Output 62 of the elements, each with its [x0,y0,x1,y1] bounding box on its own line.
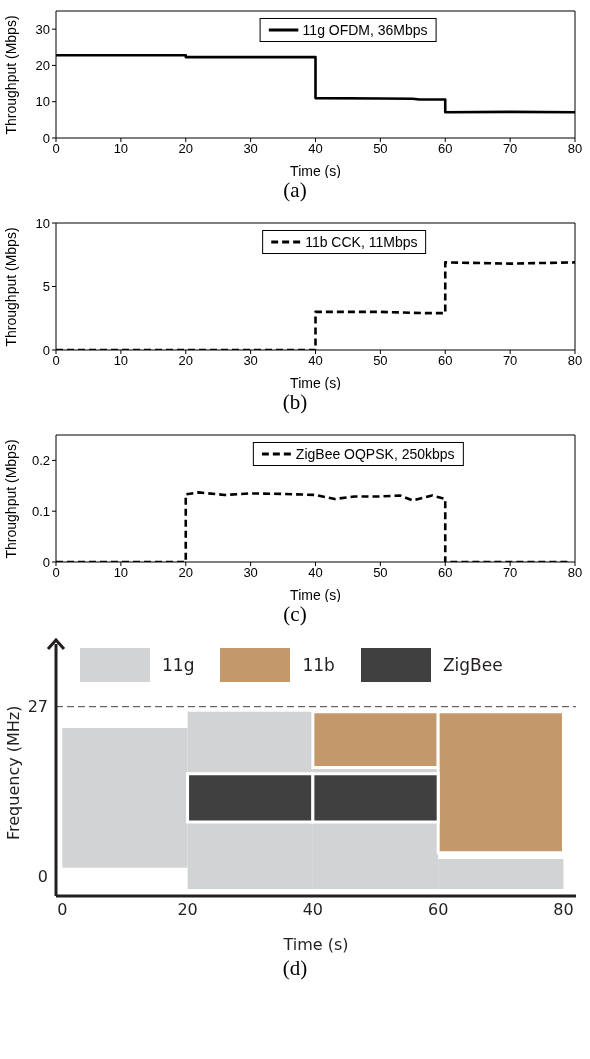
y-tick-label: 20 [35,58,50,74]
x-tick-label: 30 [243,353,258,369]
text: (b) [282,390,308,414]
legend-label: 11g [162,655,195,675]
legend-label: 11b [302,655,335,675]
legend-label: 11g OFDM, 36Mbps [302,22,428,38]
y-tick-label: 27 [27,697,48,717]
x-axis-title: Time (s) [282,935,349,954]
x-tick-label: 40 [308,565,323,581]
x-tick-label: 60 [438,353,453,369]
x-tick-label: 70 [502,353,518,369]
x-tick-label: 20 [177,900,198,920]
y-tick-label: 5 [42,279,50,295]
x-tick-label: 20 [178,353,193,369]
x-tick-label: 40 [302,900,324,920]
text: (c) [283,602,307,626]
text: (d) [282,956,308,980]
y-tick-label: 0.1 [31,503,50,519]
y-tick-label: 0.2 [31,453,50,469]
text: (a) [283,178,307,202]
legend-label: 11b CCK, 11Mbps [305,234,418,250]
x-tick-label: 80 [567,565,583,581]
x-tick-label: 10 [113,353,129,369]
y-tick-label: 0 [42,554,50,570]
x-tick-label: 20 [178,565,193,581]
x-tick-label: 50 [373,353,388,369]
y-tick-label: 0 [42,130,50,146]
y-tick-label: 30 [35,21,50,37]
x-tick-label: 70 [502,141,518,157]
x-tick-label: 20 [178,141,193,157]
x-tick-label: 30 [243,141,258,157]
y-axis-title: Frequency (MHz) [3,705,23,840]
y-tick-label: 10 [35,94,50,110]
x-tick-label: 0 [52,353,60,369]
y-tick-label: 0 [42,342,50,358]
y-axis-title: Throughput (Mbps) [2,15,19,135]
y-tick-label: 10 [35,215,50,231]
x-tick-label: 10 [113,565,129,581]
legend-label: ZigBee OQPSK, 250kbps [295,446,455,462]
x-tick-label: 30 [243,565,258,581]
x-tick-label: 50 [373,141,388,157]
y-axis-title: Throughput (Mbps) [2,227,19,347]
y-tick-label: 0 [37,866,48,886]
x-axis-title: Time (s) [290,375,341,391]
x-tick-label: 60 [438,141,453,157]
x-tick-label: 80 [567,353,583,369]
x-tick-label: 40 [308,141,323,157]
x-axis-title: Time (s) [290,163,341,179]
x-axis-title: Time (s) [290,587,341,603]
x-tick-label: 40 [308,353,323,369]
x-tick-label: 50 [373,565,388,581]
x-tick-label: 60 [427,900,449,920]
x-tick-label: 80 [567,141,583,157]
x-tick-label: 80 [553,900,574,920]
x-tick-label: 60 [438,565,453,581]
x-tick-label: 0 [52,565,60,581]
x-tick-label: 0 [52,141,60,157]
legend-label: ZigBee [442,655,503,675]
x-tick-label: 0 [57,900,68,920]
x-tick-label: 70 [502,565,518,581]
y-axis-title: Throughput (Mbps) [2,439,19,559]
x-tick-label: 10 [113,141,129,157]
